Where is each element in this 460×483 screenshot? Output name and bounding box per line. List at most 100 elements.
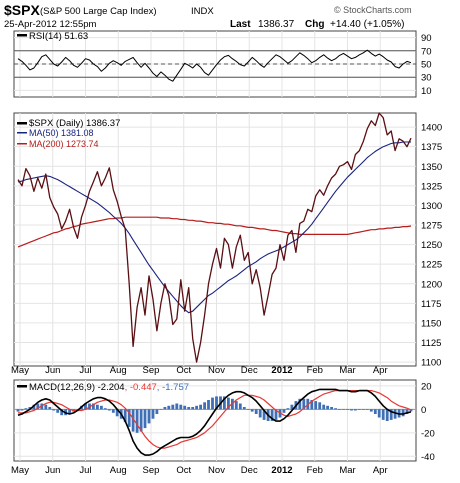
ma50-legend-text: MA(50) 1381.08 (29, 128, 94, 138)
chg-value: +14.40 (+1.05%) (330, 19, 405, 30)
macd-histogram-bar (338, 409, 341, 410)
index-name: (S&P 500 Large Cap Index) (40, 6, 157, 17)
macd-histogram-bar (262, 409, 266, 420)
y-tick-label: 0 (421, 405, 426, 416)
macd-histogram-bar (254, 409, 258, 414)
macd-histogram-bar (354, 409, 357, 411)
macd-histogram-bar (199, 404, 202, 410)
macd-histogram-bar (195, 405, 198, 410)
macd-histogram-bar (250, 409, 254, 412)
y-tick-label: 50 (421, 60, 432, 71)
ma50-legend-swatch (17, 132, 27, 134)
y-tick-label: 1300 (421, 201, 442, 212)
month-label: Feb (307, 465, 323, 476)
series-lines (17, 49, 412, 456)
macd-histogram-bar (393, 409, 397, 419)
macd-histogram-bar (211, 397, 214, 410)
macd-histogram-bar (203, 402, 206, 410)
macd-legend-macd: MACD(12,26,9) -2.204 (29, 382, 125, 393)
macd-histogram-bar (377, 409, 381, 418)
macd-legend: MACD(12,26,9) -2.204, -0.447, -1.757 (17, 382, 189, 393)
y-tick-label: 1275 (421, 221, 442, 232)
macd-histogram-bar (322, 404, 326, 410)
macd-histogram-bar (298, 398, 302, 410)
macd-histogram-bar (147, 409, 151, 424)
price-panel (13, 112, 417, 367)
month-label: Jul (79, 465, 91, 476)
macd-legend-hist-value: -1.757 (162, 382, 189, 393)
macd-histogram-bar (369, 409, 373, 412)
month-label: Sep (143, 365, 160, 376)
macd-histogram-bar (155, 409, 159, 414)
month-label: Dec (241, 465, 258, 476)
macd-histogram-bar (139, 409, 143, 432)
ma200-legend-swatch (17, 143, 27, 145)
month-label: Dec (241, 365, 258, 376)
macd-histogram-bar (302, 398, 306, 410)
macd-histogram-bar (409, 409, 413, 412)
month-label: Aug (110, 465, 127, 476)
macd-histogram-bar (381, 409, 385, 420)
macd-legend-signal-value: -0.447 (130, 382, 157, 393)
macd-histogram-bar (187, 407, 191, 410)
month-label: Nov (208, 465, 225, 476)
macd-histogram-bar (44, 404, 48, 410)
macd-histogram-bar (290, 404, 294, 410)
last-label: Last (230, 19, 251, 30)
symbol: $SPX (4, 2, 40, 18)
y-tick-label: 1375 (421, 142, 442, 153)
y-tick-label: 1150 (421, 318, 441, 329)
macd-legend-signal: , -0.447 (125, 382, 157, 393)
macd-histogram-bar (92, 403, 95, 410)
rsi-legend-swatch (17, 34, 27, 37)
macd-histogram-bar (401, 409, 405, 417)
y-tick-label: 1250 (421, 240, 442, 251)
price-legend-text: $SPX (Daily) 1386.37 (29, 118, 120, 129)
macd-histogram-bar (282, 409, 286, 413)
y-tick-label: 90 (421, 33, 432, 44)
macd-histogram-bar (314, 401, 318, 410)
macd-histogram-bar (246, 409, 250, 410)
macd-histogram-bar (143, 409, 147, 429)
y-tick-label: 1350 (421, 162, 442, 173)
macd-histogram-bar (183, 405, 187, 410)
y-tick-label: 10 (421, 86, 432, 97)
macd-histogram-bar (373, 409, 377, 414)
macd-histogram-bar (96, 404, 99, 410)
macd-histogram-bar (135, 409, 139, 433)
price-legend-swatch (17, 122, 27, 125)
macd-histogram-bar (167, 405, 171, 410)
macd-histogram-bar (362, 409, 365, 410)
last-value: 1386.37 (258, 19, 295, 30)
macd-histogram-bar (151, 409, 155, 419)
month-label: May (11, 465, 29, 476)
y-tick-label: 30 (421, 73, 432, 84)
month-label: Aug (110, 365, 127, 376)
macd-histogram-bar (52, 409, 56, 411)
macd-histogram-bar (111, 409, 115, 413)
tick-labels: May May Jun Jun Jul Jul Aug Aug Sep Sep Oct Oct Nov N… (11, 33, 442, 476)
macd-histogram-bar (270, 409, 274, 421)
month-label: 2012 (271, 365, 292, 376)
macd-legend-swatch (17, 385, 27, 388)
macd-histogram-bar (32, 404, 36, 410)
ma200-line (17, 216, 412, 248)
rsi-line (17, 49, 412, 82)
y-tick-label: 1400 (421, 123, 442, 134)
month-label: Jun (45, 465, 60, 476)
y-tick-label: -40 (421, 452, 435, 463)
price-legend: $SPX (Daily) 1386.37 MA(50) 1381.08 MA(2… (17, 118, 120, 149)
month-label: Feb (307, 365, 323, 376)
rsi-legend: RSI(14) 51.63 (17, 31, 88, 42)
macd-histogram-bar (127, 409, 131, 427)
y-tick-label: -20 (421, 428, 435, 439)
macd-histogram-bar (159, 409, 163, 410)
macd-histogram-bar (48, 407, 52, 410)
month-label: Apr (373, 365, 388, 376)
macd-panel (13, 379, 417, 462)
month-label: Jul (79, 365, 91, 376)
month-label: May (11, 365, 29, 376)
y-tick-label: 70 (421, 46, 432, 57)
